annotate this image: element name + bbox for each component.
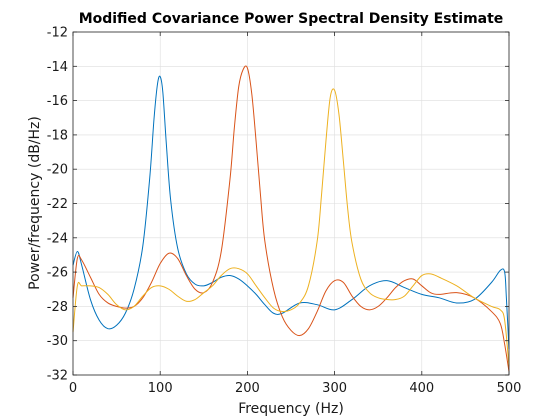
grid-lines <box>72 31 510 376</box>
x-tick-label: 100 <box>148 381 173 396</box>
x-tick-label: 0 <box>69 381 77 396</box>
y-tick-label: -14 <box>47 60 68 75</box>
series-layer <box>72 65 510 372</box>
y-tick-label: -22 <box>47 197 68 212</box>
y-tick-label: -16 <box>47 94 68 109</box>
y-tick-label: -28 <box>47 300 68 315</box>
x-tick-label: 300 <box>322 381 347 396</box>
y-tick-label: -30 <box>47 334 68 349</box>
x-axis-label: Frequency (Hz) <box>238 401 344 417</box>
series-line-1 <box>72 75 510 350</box>
x-tick-label: 200 <box>235 381 260 396</box>
y-tick-label: -18 <box>47 128 68 143</box>
chart-title: Modified Covariance Power Spectral Densi… <box>79 11 504 27</box>
y-tick-label: -20 <box>47 163 68 178</box>
y-tick-label: -26 <box>47 266 68 281</box>
x-tick-label: 400 <box>409 381 434 396</box>
tick-layer: 0 100 200 300 400 500 -32 -30 -28 -26 -24 -22 -20 -18… <box>47 26 522 397</box>
y-tick-label: -12 <box>47 26 68 41</box>
y-axis-label: Power/frequency (dB/Hz) <box>27 116 43 290</box>
series-line-2 <box>72 65 510 372</box>
y-tick-label: -32 <box>47 369 68 384</box>
y-tick-label: -24 <box>47 231 68 246</box>
series-line-3 <box>72 88 510 367</box>
x-tick-label: 500 <box>497 381 522 396</box>
